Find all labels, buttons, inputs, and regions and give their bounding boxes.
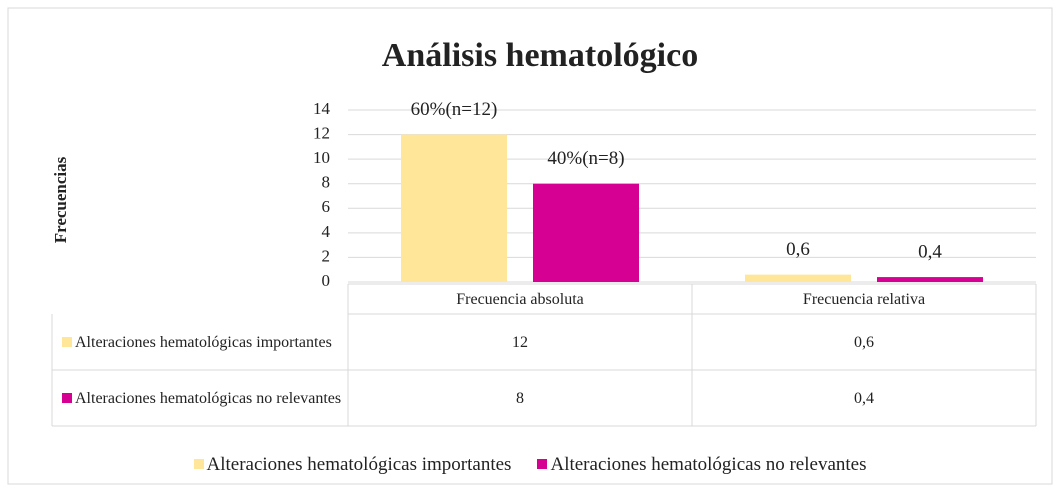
y-tick-label: 0 xyxy=(322,271,331,290)
y-tick-label: 12 xyxy=(313,123,330,142)
data-label: 60%(n=12) xyxy=(411,99,498,120)
legend-swatch xyxy=(62,337,72,347)
chart-title: Análisis hematológico xyxy=(382,37,698,74)
legend-swatch xyxy=(193,459,204,469)
y-tick-label: 14 xyxy=(313,99,331,118)
bar xyxy=(533,183,639,282)
table-cell: 0,6 xyxy=(854,333,874,351)
legend-item: Alteraciones hematológicas importantes xyxy=(193,453,512,475)
table-cell: 12 xyxy=(512,333,528,351)
legend-label: Alteraciones hematológicas no relevantes xyxy=(550,453,867,475)
table-row-header: Alteraciones hematológicas importantes xyxy=(52,314,348,370)
table-row-header: Alteraciones hematológicas no relevantes xyxy=(52,370,348,426)
legend-swatch xyxy=(62,393,72,403)
row-label: Alteraciones hematológicas importantes xyxy=(75,333,332,351)
row-label: Alteraciones hematológicas no relevantes xyxy=(75,389,342,407)
legend-swatch xyxy=(537,459,548,469)
legend: Alteraciones hematológicas importantes Al… xyxy=(0,450,1060,478)
table-cell: 0,4 xyxy=(854,389,874,407)
bar xyxy=(401,134,507,282)
chart-frame xyxy=(7,7,1053,485)
y-tick-label: 8 xyxy=(322,173,331,192)
y-tick-label: 6 xyxy=(322,197,331,216)
table-header: Frecuencia relativa xyxy=(802,290,926,308)
table-cell: 8 xyxy=(516,389,524,407)
legend-item: Alteraciones hematológicas no relevantes xyxy=(537,455,866,474)
bar xyxy=(745,274,851,282)
y-tick-label: 2 xyxy=(322,246,331,265)
data-label: 0,6 xyxy=(786,239,810,260)
legend-label: Alteraciones hematológicas importantes xyxy=(206,453,512,475)
data-label: 0,4 xyxy=(918,241,942,262)
bar xyxy=(877,277,983,282)
y-axis-label: Frecuencias xyxy=(51,156,70,243)
y-tick-label: 4 xyxy=(322,222,331,241)
table-header: Frecuencia absoluta xyxy=(456,290,584,308)
data-label: 40%(n=8) xyxy=(547,148,624,169)
y-tick-label: 10 xyxy=(313,148,330,167)
